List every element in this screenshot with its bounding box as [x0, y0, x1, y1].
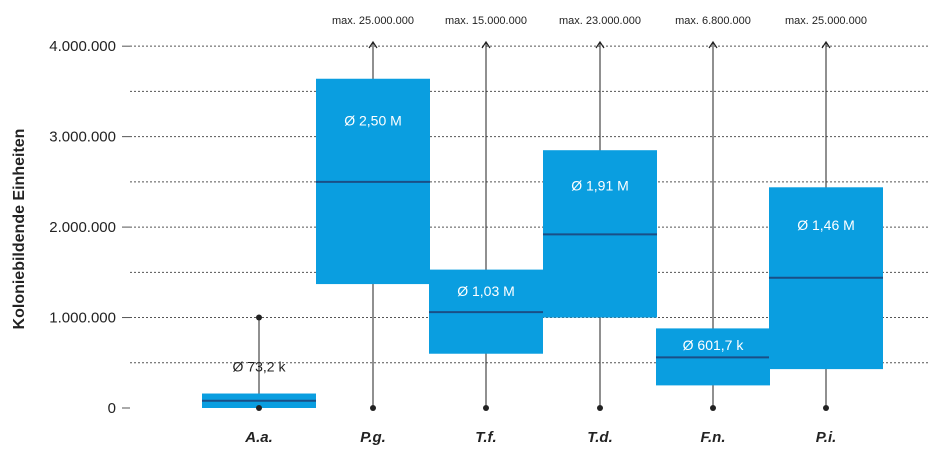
min-point	[823, 405, 829, 411]
min-point	[597, 405, 603, 411]
box-td: max. 23.000.000 Ø 1,91 M	[543, 15, 657, 411]
mean-label: Ø 601,7 k	[683, 337, 745, 353]
max-label: max. 25.000.000	[785, 15, 867, 27]
min-point	[256, 405, 262, 411]
y-tick-label: 2.000.000	[49, 219, 116, 236]
max-label: max. 6.800.000	[675, 15, 751, 27]
max-label: max. 23.000.000	[559, 15, 641, 27]
box-tf: max. 15.000.000 Ø 1,03 M	[429, 15, 543, 411]
x-tick-label: P.i.	[816, 429, 837, 446]
max-arrow	[821, 40, 831, 49]
box-pg: max. 25.000.000 Ø 2,50 M	[316, 15, 430, 411]
box-pi: max. 25.000.000 Ø 1,46 M	[769, 15, 883, 411]
max-arrow	[708, 40, 718, 49]
min-point	[370, 405, 376, 411]
box-fn: max. 6.800.000 Ø 601,7 k	[656, 15, 770, 411]
mean-label: Ø 1,03 M	[457, 283, 515, 299]
y-tick-label: 3.000.000	[49, 129, 116, 146]
min-point	[483, 405, 489, 411]
x-tick-label: P.g.	[360, 429, 386, 446]
mean-label: Ø 2,50 M	[344, 113, 402, 129]
x-axis-ticks: A.a. P.g. T.f. T.d. F.n. P.i.	[244, 429, 836, 446]
max-arrow	[481, 40, 491, 49]
max-arrow	[368, 40, 378, 49]
max-arrow	[595, 40, 605, 49]
mean-label: Ø 73,2 k	[233, 359, 287, 375]
y-axis-ticks: 0 1.000.000 2.000.000 3.000.000 4.000.000	[49, 38, 130, 417]
x-tick-label: A.a.	[244, 429, 273, 446]
mean-label: Ø 1,91 M	[571, 178, 629, 194]
x-tick-label: F.n.	[701, 429, 726, 446]
x-tick-label: T.d.	[587, 429, 613, 446]
boxes: Ø 73,2 k max. 25.000.000 Ø 2,50 M max. 15.0…	[202, 15, 883, 411]
y-tick-label: 4.000.000	[49, 38, 116, 55]
box-aa: Ø 73,2 k	[202, 314, 316, 411]
min-point	[710, 405, 716, 411]
max-point	[256, 314, 262, 321]
x-tick-label: T.f.	[475, 429, 496, 446]
mean-label: Ø 1,46 M	[797, 217, 855, 233]
y-axis-label: Koloniebildende Einheiten	[11, 129, 28, 330]
max-label: max. 25.000.000	[332, 15, 414, 27]
y-tick-label: 1.000.000	[49, 310, 116, 327]
max-label: max. 15.000.000	[445, 15, 527, 27]
y-tick-label: 0	[108, 400, 116, 417]
